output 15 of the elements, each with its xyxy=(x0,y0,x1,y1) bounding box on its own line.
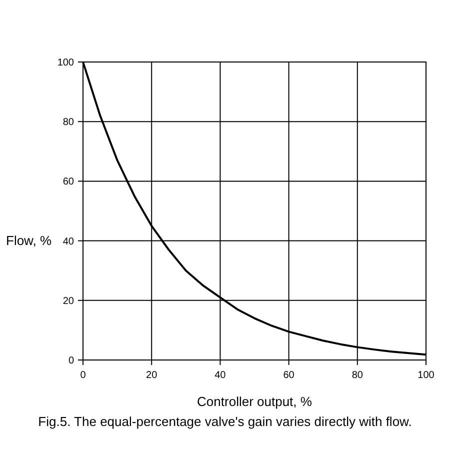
x-axis-title: Controller output, % xyxy=(197,394,312,409)
caption: Fig.5. The equal-percentage valve's gain varies directly with flow. xyxy=(38,414,412,429)
y-tick-label: 100 xyxy=(57,58,74,68)
y-axis-title: Flow, % xyxy=(6,233,52,248)
x-tick-label: 100 xyxy=(418,370,435,381)
y-tick-label: 0 xyxy=(68,356,74,366)
y-tick-label: 20 xyxy=(62,296,74,307)
y-tick-label: 60 xyxy=(62,176,74,188)
y-tick-label: 80 xyxy=(62,117,74,128)
x-tick-label: 20 xyxy=(146,370,158,381)
x-tick-label: 60 xyxy=(283,370,295,381)
x-tick-label: 80 xyxy=(352,370,364,381)
x-tick-label: 0 xyxy=(80,370,86,381)
y-tick-label: 40 xyxy=(62,236,74,248)
x-tick-label: 40 xyxy=(214,370,226,381)
